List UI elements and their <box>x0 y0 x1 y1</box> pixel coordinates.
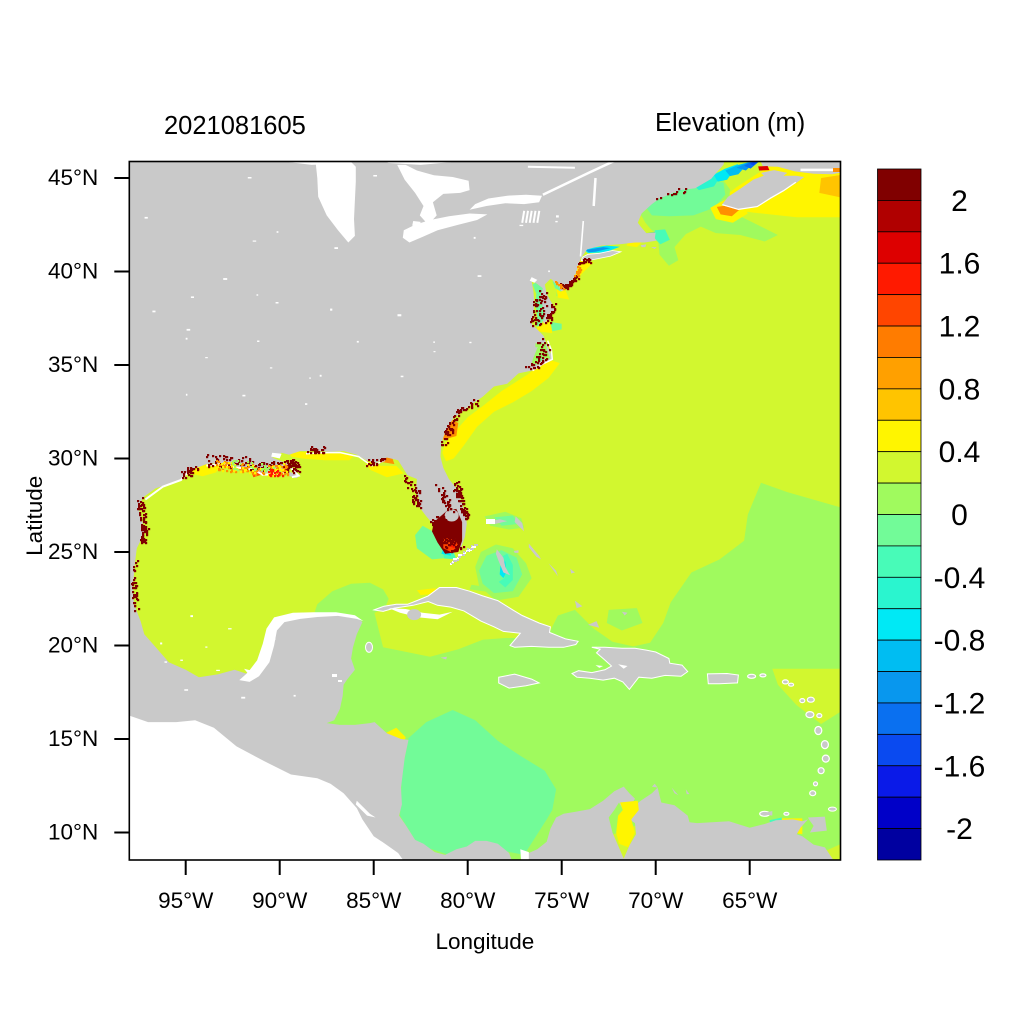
svg-text:Longitude: Longitude <box>435 929 534 954</box>
svg-text:85°W: 85°W <box>346 888 402 913</box>
svg-text:2021081605: 2021081605 <box>164 112 306 140</box>
svg-text:80°W: 80°W <box>440 888 496 913</box>
svg-text:75°W: 75°W <box>534 888 590 913</box>
svg-text:15°N: 15°N <box>48 726 98 751</box>
svg-text:30°N: 30°N <box>48 446 98 471</box>
svg-text:0: 0 <box>951 499 968 532</box>
svg-text:70°W: 70°W <box>628 888 684 913</box>
svg-text:-1.2: -1.2 <box>934 688 986 721</box>
svg-text:2: 2 <box>951 185 968 218</box>
svg-text:65°W: 65°W <box>722 888 778 913</box>
svg-text:Latitude: Latitude <box>22 476 47 556</box>
svg-text:20°N: 20°N <box>48 633 98 658</box>
svg-text:25°N: 25°N <box>48 539 98 564</box>
svg-text:1.6: 1.6 <box>939 248 981 281</box>
svg-text:35°N: 35°N <box>48 352 98 377</box>
svg-text:-0.4: -0.4 <box>934 562 986 595</box>
svg-text:10°N: 10°N <box>48 820 98 845</box>
svg-text:Elevation (m): Elevation (m) <box>655 109 805 137</box>
svg-text:40°N: 40°N <box>48 259 98 284</box>
svg-text:0.8: 0.8 <box>939 373 981 406</box>
svg-text:90°W: 90°W <box>252 888 308 913</box>
svg-text:-0.8: -0.8 <box>934 625 986 658</box>
svg-text:45°N: 45°N <box>48 165 98 190</box>
svg-text:-2: -2 <box>946 813 973 846</box>
svg-text:-1.6: -1.6 <box>934 750 986 783</box>
svg-text:0.4: 0.4 <box>939 436 981 469</box>
svg-text:95°W: 95°W <box>158 888 214 913</box>
svg-text:1.2: 1.2 <box>939 311 981 344</box>
